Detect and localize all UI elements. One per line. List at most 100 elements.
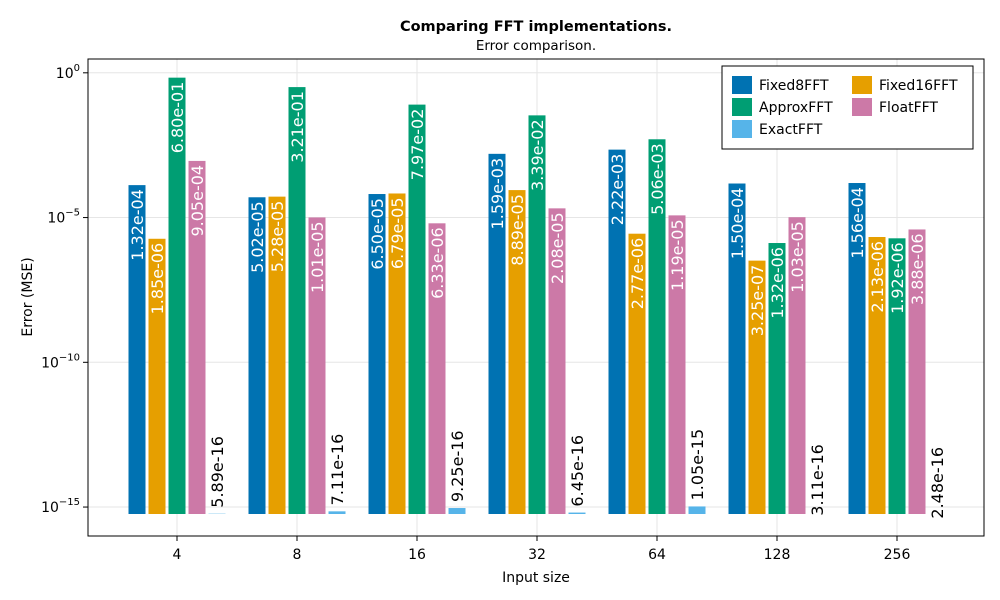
bar-floatfft-8 xyxy=(308,217,326,514)
bar-approxfft-32 xyxy=(528,115,546,515)
bar-value-label: 3.39e-02 xyxy=(528,119,547,191)
bar-value-label: 3.11e-16 xyxy=(808,444,827,516)
bar-approxfft-8 xyxy=(288,87,306,514)
bar-value-label: 1.56e-04 xyxy=(848,187,867,259)
legend-swatch-fixed16fft xyxy=(852,76,872,94)
bars xyxy=(128,77,926,515)
bar-value-label: 1.85e-06 xyxy=(148,243,167,315)
x-tick-label: 64 xyxy=(648,547,666,563)
bar-approxfft-4 xyxy=(168,77,186,514)
legend-swatch-approxfft xyxy=(732,98,752,116)
bar-value-label: 5.89e-16 xyxy=(208,436,227,508)
bar-floatfft-128 xyxy=(788,217,806,514)
bar-fixed16fft-4 xyxy=(148,238,166,515)
bar-exactfft-32 xyxy=(568,512,586,514)
bar-floatfft-32 xyxy=(548,208,566,514)
bar-value-label: 9.05e-04 xyxy=(188,165,207,237)
y-tick-label: 10−5 xyxy=(47,208,80,227)
bar-value-label: 8.89e-05 xyxy=(508,194,527,266)
bar-value-label: 1.32e-04 xyxy=(128,189,147,261)
chart-title: Comparing FFT implementations. xyxy=(400,19,672,35)
bar-value-label: 3.25e-07 xyxy=(748,265,767,337)
plot-frame xyxy=(87,58,985,537)
bar-value-label: 1.50e-04 xyxy=(728,188,747,260)
bar-fixed16fft-128 xyxy=(748,260,766,514)
bar-approxfft-64 xyxy=(648,139,666,514)
bar-value-label: 2.22e-03 xyxy=(608,154,627,226)
x-tick-label: 256 xyxy=(884,547,911,563)
bar-approxfft-16 xyxy=(408,104,426,515)
bar-value-label: 1.59e-03 xyxy=(488,158,507,230)
bar-value-label: 6.50e-05 xyxy=(368,198,387,270)
bar-floatfft-16 xyxy=(428,223,446,514)
bar-value-label: 1.92e-06 xyxy=(888,242,907,314)
bar-fixed8fft-8 xyxy=(248,197,266,514)
bar-fixed16fft-8 xyxy=(268,196,286,515)
x-tick-label: 128 xyxy=(764,547,791,563)
y-tick-label: 10−15 xyxy=(41,497,80,516)
bar-value-label: 6.45e-16 xyxy=(568,435,587,507)
chart-subtitle: Error comparison. xyxy=(476,38,596,54)
bar-value-label: 2.08e-05 xyxy=(548,212,567,284)
bar-exactfft-8 xyxy=(328,511,346,514)
bar-value-labels: 1.32e-04 5.02e-05 6.50e-05 1.59e-03 2.22e-03… xyxy=(128,82,947,519)
legend: Fixed8FFT Fixed16FFT ApproxFFT FloatFFT Exac… xyxy=(721,65,974,150)
bar-value-label: 2.48e-16 xyxy=(928,447,947,519)
x-tick-label: 4 xyxy=(173,547,182,563)
bar-floatfft-64 xyxy=(668,215,686,514)
bar-value-label: 1.19e-05 xyxy=(668,219,687,291)
bar-fixed16fft-256 xyxy=(868,237,886,514)
bar-exactfft-16 xyxy=(448,508,466,514)
bar-value-label: 6.33e-06 xyxy=(428,227,447,299)
bar-value-label: 5.28e-05 xyxy=(268,201,287,273)
bar-floatfft-4 xyxy=(188,160,206,514)
x-tick-label: 8 xyxy=(293,547,302,563)
y-axis-label: Error (MSE) xyxy=(20,257,36,336)
bar-value-label: 6.79e-05 xyxy=(388,197,407,269)
legend-label-fixed8fft: Fixed8FFT xyxy=(759,78,829,94)
bar-fixed8fft-128 xyxy=(728,183,746,514)
legend-swatch-floatfft xyxy=(852,98,872,116)
y-tick-label: 100 xyxy=(56,63,80,82)
bar-value-label: 1.01e-05 xyxy=(308,221,327,293)
legend-label-fixed16fft: Fixed16FFT xyxy=(879,78,958,94)
bar-value-label: 3.21e-01 xyxy=(288,91,307,163)
bar-fixed8fft-16 xyxy=(368,194,386,514)
bar-approxfft-128 xyxy=(768,243,786,515)
legend-label-floatfft: FloatFFT xyxy=(879,100,938,116)
bar-value-label: 1.03e-05 xyxy=(788,221,807,293)
x-axis-label: Input size xyxy=(502,570,570,586)
bar-value-label: 2.77e-06 xyxy=(628,238,647,310)
bar-fixed8fft-4 xyxy=(128,185,146,514)
bar-value-label: 1.05e-15 xyxy=(688,429,707,501)
bar-value-label: 9.25e-16 xyxy=(448,430,467,502)
legend-swatch-exactfft xyxy=(732,120,752,138)
bar-fixed16fft-64 xyxy=(628,233,646,514)
bar-approxfft-256 xyxy=(888,238,906,514)
y-tick-label: 10−10 xyxy=(41,352,80,371)
bar-value-label: 2.13e-06 xyxy=(868,241,887,313)
bar-value-label: 7.11e-16 xyxy=(328,434,347,506)
legend-label-exactfft: ExactFFT xyxy=(759,122,823,138)
bar-value-label: 1.32e-06 xyxy=(768,247,787,319)
bar-value-label: 3.88e-06 xyxy=(908,233,927,305)
bar-fixed8fft-32 xyxy=(488,153,506,514)
bar-fixed8fft-64 xyxy=(608,149,626,514)
bar-fixed16fft-32 xyxy=(508,190,526,514)
legend-label-approxfft: ApproxFFT xyxy=(759,100,833,116)
x-tick-label: 32 xyxy=(528,547,546,563)
legend-swatch-fixed8fft xyxy=(732,76,752,94)
bar-exactfft-64 xyxy=(688,506,706,514)
y-axis-ticks: 100 10−5 10−10 10−15 xyxy=(41,63,88,516)
legend-box xyxy=(721,65,974,150)
bar-fixed16fft-16 xyxy=(388,193,406,515)
bar-floatfft-256 xyxy=(908,229,926,514)
bar-fixed8fft-256 xyxy=(848,183,866,514)
bar-value-label: 5.02e-05 xyxy=(248,201,267,273)
x-axis-ticks: 4 8 16 32 64 128 256 xyxy=(173,536,911,563)
bar-value-label: 7.97e-02 xyxy=(408,109,427,181)
bar-value-label: 5.06e-03 xyxy=(648,143,667,215)
x-tick-label: 16 xyxy=(408,547,426,563)
bar-value-label: 6.80e-01 xyxy=(168,82,187,154)
